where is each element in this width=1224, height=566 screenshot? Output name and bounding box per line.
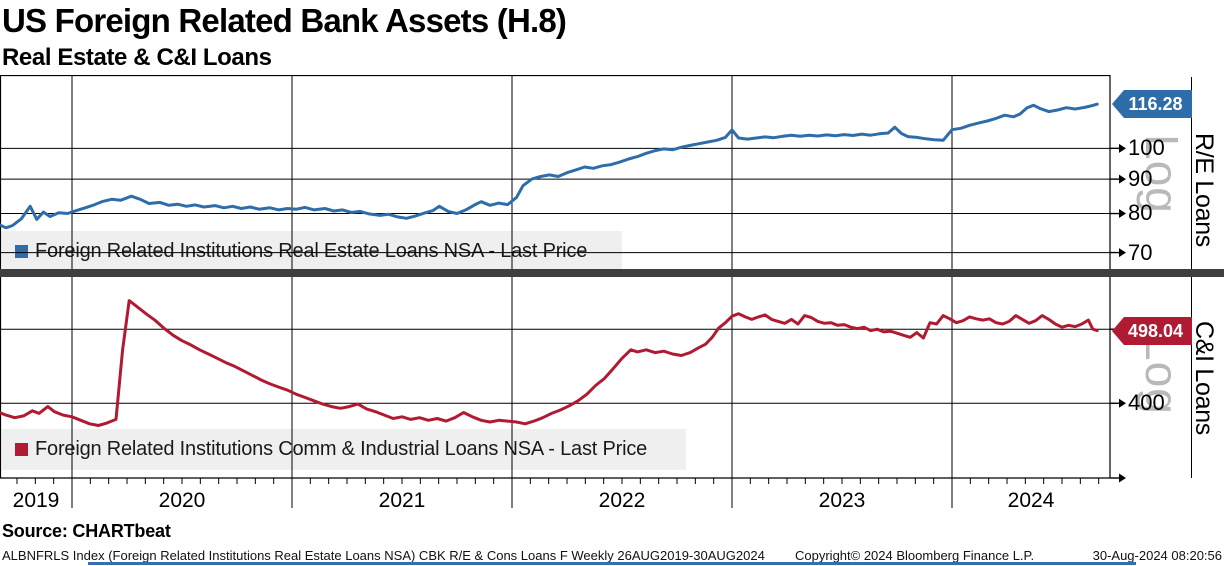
panel-label-ci-loans: C&I Loans — [1190, 320, 1219, 436]
last-price-flag-re: 116.28 — [1112, 90, 1192, 118]
ytick-top-100: 100 — [1128, 135, 1165, 160]
right-axis-rule — [1191, 77, 1192, 478]
ytick-top-80: 80 — [1128, 200, 1153, 225]
legend-re-label: Foreign Related Institutions Real Estate… — [35, 240, 588, 262]
bottom-accent-strip — [88, 562, 1136, 565]
ytick-top-90: 90 — [1128, 166, 1153, 191]
xlabel-2020: 2020 — [158, 489, 206, 512]
legend-ci-loans: Foreign Related Institutions Comm & Indu… — [2, 429, 686, 470]
page-title: US Foreign Related Bank Assets (H.8) — [2, 2, 567, 39]
footer-description: ALBNFRLS Index (Foreign Related Institut… — [2, 548, 765, 563]
footer-timestamp: 30-Aug-2024 08:20:56 — [1092, 548, 1222, 563]
xlabel-2024: 2024 — [1007, 489, 1055, 512]
ci-series-swatch — [15, 443, 28, 456]
xlabel-2019: 2019 — [12, 489, 60, 512]
ytick-top-70: 70 — [1128, 240, 1153, 265]
last-price-flag-ci: 498.04 — [1112, 317, 1192, 345]
page-subtitle: Real Estate & C&I Loans — [2, 44, 272, 71]
legend-re-loans: Foreign Related Institutions Real Estate… — [2, 231, 622, 272]
panel-label-re-loans: R/E Loans — [1190, 132, 1219, 248]
legend-ci-label: Foreign Related Institutions Comm & Indu… — [35, 438, 648, 460]
re-series-swatch — [15, 245, 28, 258]
xlabel-2021: 2021 — [378, 489, 426, 512]
footer-copyright: Copyright© 2024 Bloomberg Finance L.P. — [795, 548, 1035, 563]
xlabel-2022: 2022 — [598, 489, 646, 512]
panel-separator — [0, 269, 1224, 277]
xlabel-2023: 2023 — [818, 489, 866, 512]
ytick-bottom-400: 400 — [1128, 390, 1165, 415]
source-line: Source: CHARTbeat — [2, 521, 171, 541]
